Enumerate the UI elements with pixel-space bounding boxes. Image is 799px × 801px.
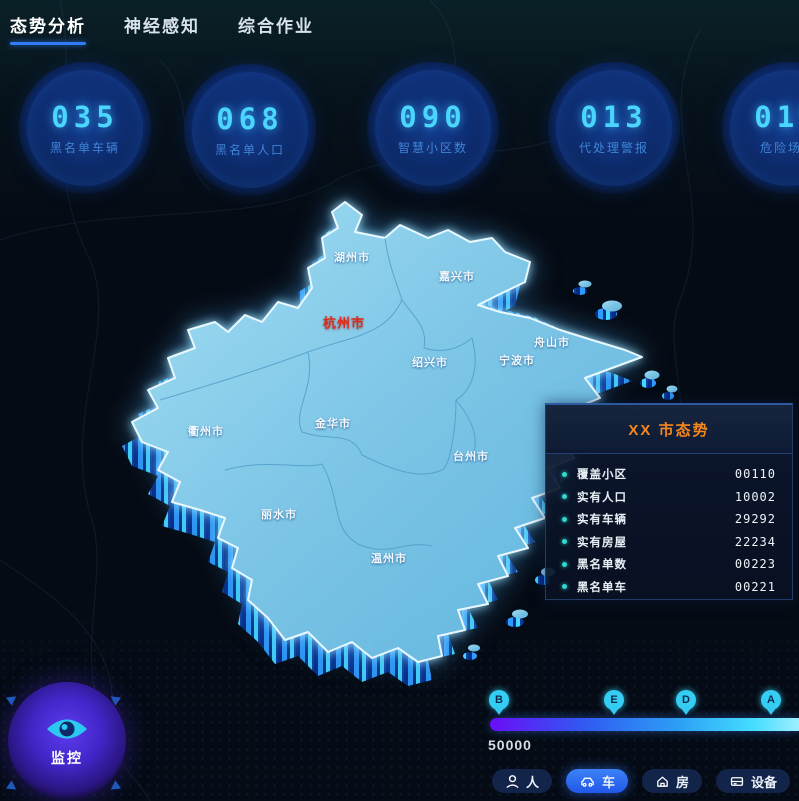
map-city-quzhou[interactable]: 衢州市 [188,426,224,438]
tab-label: 神经感知 [124,17,200,36]
map-city-huzhou[interactable]: 湖州市 [334,252,370,264]
active-tab-underline [10,42,86,45]
filter-house[interactable]: 房 [642,769,703,793]
row-label: 黑名单数 [577,559,627,572]
stat-label: 黑名单人口 [214,143,285,157]
row-label: 黑名单车 [577,581,627,594]
top-nav: 态势分析 神经感知 综合作业 [10,12,314,45]
row-label: 实有车辆 [577,514,627,527]
slider-marker-a[interactable]: A [761,690,781,715]
stat-label: 智慧小区数 [397,141,468,155]
panel-row-blacklist-vehicles: 黑名单车 00221 [562,576,776,599]
filter-device[interactable]: 设备 [716,769,791,793]
stat-label: 代处理警报 [578,141,649,155]
city-situation-panel: XX 市态势 覆盖小区 00110 实有人口 10002 实有车辆 29292 … [545,403,793,600]
bullet-icon [562,516,567,522]
bullet-icon [562,471,567,477]
stat-label: 黑名单车辆 [49,141,120,155]
monitor-label: 监控 [51,750,83,766]
slider-value: 50000 [488,737,532,753]
bullet-icon [562,494,567,500]
bullet-icon [562,539,567,545]
slider-marker-e[interactable]: E [604,690,624,715]
map-city-ningbo[interactable]: 宁波市 [499,355,535,367]
row-value: 00221 [734,579,776,594]
panel-row-actual-population: 实有人口 10002 [562,486,776,509]
stat-value: 013 [580,100,648,134]
map-city-zhoushan[interactable]: 舟山市 [534,337,570,349]
timeline-slider[interactable] [490,718,799,731]
tab-situation-analysis[interactable]: 态势分析 [10,12,86,45]
filter-label: 车 [602,774,616,790]
row-value: 00223 [734,557,776,572]
panel-title: XX 市态势 [628,421,710,439]
map-city-lishui[interactable]: 丽水市 [261,509,297,521]
entity-filters: 人 车 房 设备 [492,769,791,793]
map-landmass[interactable] [131,201,643,663]
stat-value: 090 [399,100,467,134]
panel-row-actual-houses: 实有房屋 22234 [562,531,776,554]
map-city-wenzhou[interactable]: 温州市 [371,553,407,565]
row-label: 覆盖小区 [577,469,627,482]
stat-blacklist-vehicles: 035 黑名单车辆 [19,62,151,194]
row-value: 22234 [734,534,776,549]
stat-label: 危险场所 [759,141,799,155]
map-city-hangzhou-highlighted[interactable]: 杭州市 [322,315,366,331]
person-icon [506,774,519,788]
tab-integrated-operations[interactable]: 综合作业 [238,12,314,45]
filter-label: 房 [676,774,690,790]
tab-neural-sensing[interactable]: 神经感知 [124,12,200,45]
filter-vehicle[interactable]: 车 [566,769,629,793]
row-value: 10002 [734,489,776,504]
slider-marker-d[interactable]: D [676,690,696,715]
tab-label: 综合作业 [238,17,314,36]
map-city-shaoxing[interactable]: 绍兴市 [412,357,448,369]
stat-pending-alarms: 013 代处理警报 [548,62,680,194]
monitor-button[interactable]: 监控 [8,682,126,800]
filter-person[interactable]: 人 [492,769,553,793]
stat-blacklist-population: 068 黑名单人口 [184,64,316,196]
panel-row-covered-communities: 覆盖小区 00110 [562,463,776,486]
map-city-taizhou[interactable]: 台州市 [453,451,489,463]
stat-value: 068 [216,102,284,136]
row-value: 00110 [734,467,776,482]
row-label: 实有人口 [577,491,627,504]
slider-marker-b[interactable]: B [489,690,509,715]
row-value: 29292 [734,512,776,527]
stat-value: 035 [51,100,119,134]
stat-smart-communities: 090 智慧小区数 [367,62,499,194]
house-icon [657,776,668,787]
device-icon [730,776,744,786]
filter-label: 人 [526,774,540,790]
map-city-jiaxing[interactable]: 嘉兴市 [439,271,475,283]
map-city-jinhua[interactable]: 金华市 [315,418,351,430]
bullet-icon [562,584,567,590]
tab-label: 态势分析 [10,17,86,36]
stat-value: 019 [754,100,799,134]
bullet-icon [562,561,567,567]
map-inner-borders [159,237,476,550]
panel-rows: 覆盖小区 00110 实有人口 10002 实有车辆 29292 实有房屋 22… [546,454,792,598]
filter-label: 设备 [751,774,778,790]
panel-row-actual-vehicles: 实有车辆 29292 [562,508,776,531]
car-icon [581,777,594,787]
row-label: 实有房屋 [577,536,627,549]
eye-icon [47,719,87,739]
panel-row-blacklist-count: 黑名单数 00223 [562,553,776,576]
panel-header: XX 市态势 [546,405,792,454]
